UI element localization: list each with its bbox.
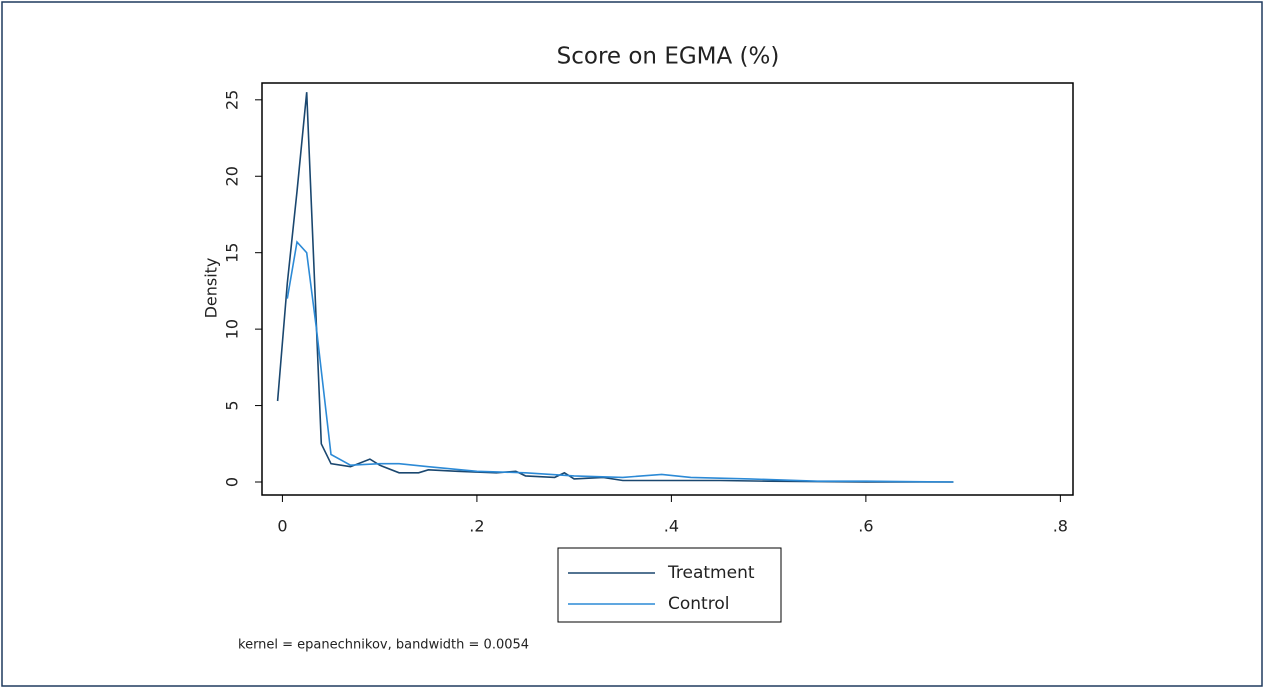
y-tick-label: 15 [223, 243, 242, 263]
y-tick-label: 0 [223, 477, 242, 487]
y-tick-label: 25 [223, 90, 242, 110]
legend-label: Control [668, 594, 729, 614]
x-tick-label: .8 [1053, 517, 1068, 536]
y-axis-label: Density [202, 258, 221, 319]
plot-frame [261, 82, 1074, 496]
y-tick-label: 10 [223, 319, 242, 339]
legend-label: Treatment [667, 563, 755, 583]
chart-title: Score on EGMA (%) [557, 44, 780, 70]
series-line [286, 240, 954, 483]
x-tick-label: .4 [664, 517, 679, 536]
x-tick-label: 0 [277, 517, 287, 536]
note: kernel = epanechnikov, bandwidth = 0.005… [238, 638, 529, 653]
legend [557, 547, 782, 623]
x-tick-label: .2 [469, 517, 484, 536]
x-tick-label: .6 [858, 517, 873, 536]
y-tick-label: 20 [223, 166, 242, 186]
y-tick-label: 5 [223, 400, 242, 410]
